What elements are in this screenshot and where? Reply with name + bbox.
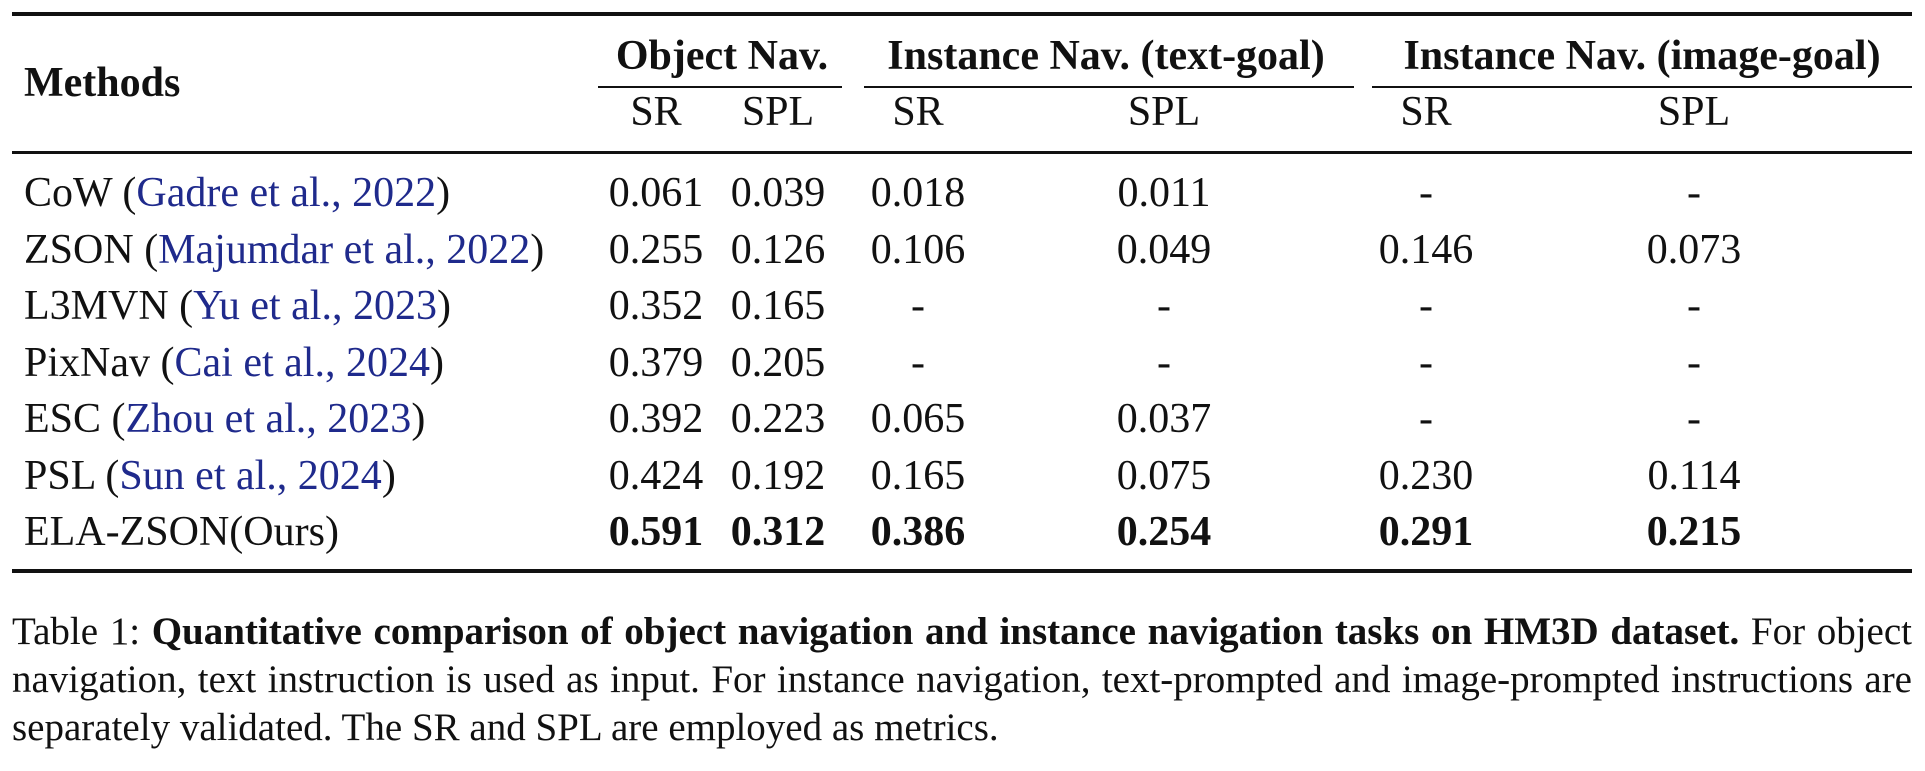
value-cell: 0.386 <box>870 509 966 555</box>
subheader-sr: SR <box>1400 89 1452 135</box>
subheader-spl: SPL <box>1657 89 1731 135</box>
caption-text: For object navigation, text instruction … <box>12 610 1912 749</box>
value-cell: 0.075 <box>1116 452 1212 499</box>
group-header-object-nav: Object Nav. <box>615 33 829 79</box>
value-cell: - <box>911 283 925 329</box>
value-cell: 0.291 <box>1378 509 1474 555</box>
group-header-instance-image: Instance Nav. (image-goal) <box>1403 33 1881 79</box>
value-cell: 0.215 <box>1646 509 1742 555</box>
subheader-sr: SR <box>630 89 682 135</box>
method-cell: PixNav (Cai et al., 2024) <box>24 339 444 386</box>
methods-header: Methods <box>24 60 181 106</box>
method-cell: CoW (Gadre et al., 2022) <box>24 170 451 216</box>
value-cell: 0.392 <box>608 396 704 442</box>
value-cell: - <box>1157 283 1171 329</box>
method-cell: L3MVN (Yu et al., 2023) <box>24 283 451 329</box>
value-cell: - <box>1157 339 1171 386</box>
value-cell: - <box>1419 170 1433 216</box>
value-cell: 0.255 <box>608 226 704 273</box>
group-rule-instance-text <box>864 86 1354 88</box>
citation-link[interactable]: Yu et al., 2023 <box>193 283 437 329</box>
citation-link[interactable]: Sun et al., 2024 <box>119 452 382 499</box>
citation-link[interactable]: Gadre et al., 2022 <box>136 170 437 216</box>
group-header-instance-text: Instance Nav. (text-goal) <box>887 33 1325 79</box>
value-cell: 0.254 <box>1116 509 1212 555</box>
citation-link[interactable]: Majumdar et al., 2022 <box>158 226 531 273</box>
method-name: ELA-ZSON(Ours) <box>24 509 339 555</box>
value-cell: 0.192 <box>730 452 826 499</box>
value-cell: 0.126 <box>730 226 826 273</box>
caption-title: Quantitative comparison of object naviga… <box>151 610 1740 653</box>
group-rule-instance-image <box>1372 86 1912 88</box>
table-caption: Table 1: Quantitative comparison of obje… <box>12 608 1912 752</box>
value-cell: - <box>911 339 925 386</box>
group-rule-object-nav <box>598 86 842 88</box>
value-cell: 0.205 <box>730 339 826 386</box>
value-cell: 0.061 <box>608 170 704 216</box>
value-cell: - <box>1687 283 1701 329</box>
value-cell: 0.106 <box>870 226 966 273</box>
top-rule <box>12 12 1912 16</box>
value-cell: 0.073 <box>1646 226 1742 273</box>
method-name: L3MVN <box>24 283 169 329</box>
value-cell: 0.424 <box>608 452 704 499</box>
method-cell: PSL (Sun et al., 2024) <box>24 452 396 499</box>
value-cell: - <box>1687 339 1701 386</box>
value-cell: - <box>1687 396 1701 442</box>
citation-link[interactable]: Cai et al., 2024 <box>174 339 430 386</box>
value-cell: 0.223 <box>730 396 826 442</box>
value-cell: 0.018 <box>870 170 966 216</box>
caption-label: Table 1: <box>12 610 141 653</box>
method-name: PSL <box>24 452 95 499</box>
subheader-spl: SPL <box>741 89 815 135</box>
value-cell: 0.230 <box>1378 452 1474 499</box>
value-cell: 0.352 <box>608 283 704 329</box>
subheader-spl: SPL <box>1127 89 1201 135</box>
value-cell: 0.065 <box>870 396 966 442</box>
value-cell: 0.037 <box>1116 396 1212 442</box>
method-name: ZSON <box>24 226 134 273</box>
value-cell: 0.312 <box>730 509 826 555</box>
value-cell: 0.591 <box>608 509 704 555</box>
value-cell: - <box>1687 170 1701 216</box>
value-cell: 0.011 <box>1117 170 1211 216</box>
value-cell: 0.114 <box>1647 452 1741 499</box>
method-name: CoW <box>24 170 112 216</box>
value-cell: 0.165 <box>870 452 966 499</box>
header-rule <box>12 151 1912 154</box>
method-name: PixNav <box>24 339 150 386</box>
value-cell: - <box>1419 283 1433 329</box>
method-cell: ZSON (Majumdar et al., 2022) <box>24 226 545 273</box>
subheader-sr: SR <box>892 89 944 135</box>
value-cell: - <box>1419 339 1433 386</box>
bottom-rule <box>12 569 1912 573</box>
value-cell: 0.039 <box>730 170 826 216</box>
method-cell: ESC (Zhou et al., 2023) <box>24 396 426 442</box>
value-cell: 0.049 <box>1116 226 1212 273</box>
value-cell: 0.165 <box>730 283 826 329</box>
value-cell: 0.379 <box>608 339 704 386</box>
value-cell: 0.146 <box>1378 226 1474 273</box>
citation-link[interactable]: Zhou et al., 2023 <box>125 396 412 442</box>
method-cell: ELA-ZSON(Ours) <box>24 507 339 557</box>
method-name: ESC <box>24 396 102 442</box>
value-cell: - <box>1419 396 1433 442</box>
